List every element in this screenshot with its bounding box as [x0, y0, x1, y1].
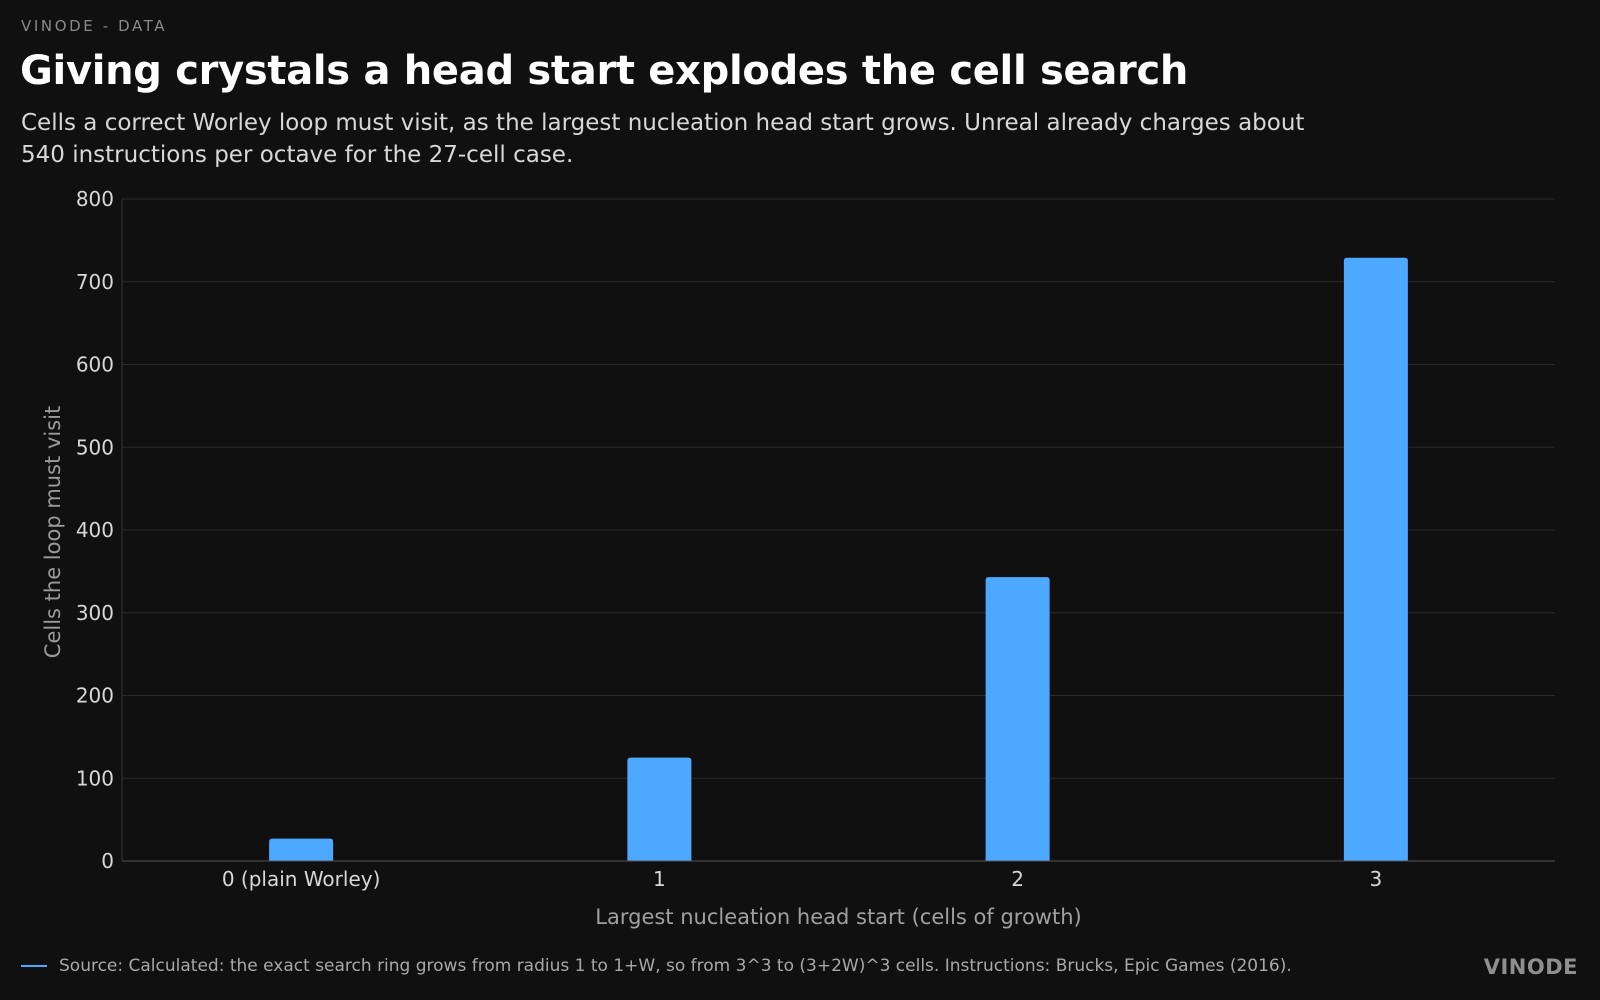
y-axis-ticks: 0 100 200 300 400 500 600 700 800 — [76, 187, 114, 873]
y-tick-label: 300 — [76, 601, 114, 625]
chart-subtitle: Cells a correct Worley loop must visit, … — [21, 110, 1305, 168]
bar — [1343, 257, 1408, 861]
x-tick-label: 0 (plain Worley) — [222, 867, 381, 891]
source-text: Source: Calculated: the exact search rin… — [59, 956, 1292, 976]
x-tick-label: 1 — [653, 867, 666, 891]
brand-logo: VINODE — [1483, 955, 1578, 979]
bar — [269, 838, 334, 861]
y-axis-label: Cells the loop must visit — [41, 406, 65, 658]
grid-lines — [122, 198, 1555, 779]
y-tick-label: 800 — [76, 187, 114, 211]
x-axis-ticks: 0 (plain Worley) 1 2 3 — [222, 867, 1382, 891]
y-tick-label: 500 — [76, 435, 114, 459]
legend-swatch — [21, 965, 47, 967]
bar — [627, 757, 692, 861]
chart-title: Giving crystals a head start explodes th… — [20, 48, 1189, 94]
y-tick-label: 400 — [76, 518, 114, 542]
kicker: VINODE - DATA — [21, 17, 168, 35]
y-tick-label: 100 — [76, 766, 114, 790]
bar — [985, 577, 1050, 861]
x-tick-label: 2 — [1011, 867, 1024, 891]
source-note: Source: Calculated: the exact search rin… — [21, 956, 1292, 976]
y-tick-label: 0 — [101, 849, 114, 873]
y-tick-label: 600 — [76, 353, 114, 377]
bars — [269, 257, 1408, 861]
y-tick-label: 700 — [76, 270, 114, 294]
x-tick-label: 3 — [1370, 867, 1383, 891]
x-axis-label: Largest nucleation head start (cells of … — [595, 905, 1081, 929]
y-tick-label: 200 — [76, 684, 114, 708]
